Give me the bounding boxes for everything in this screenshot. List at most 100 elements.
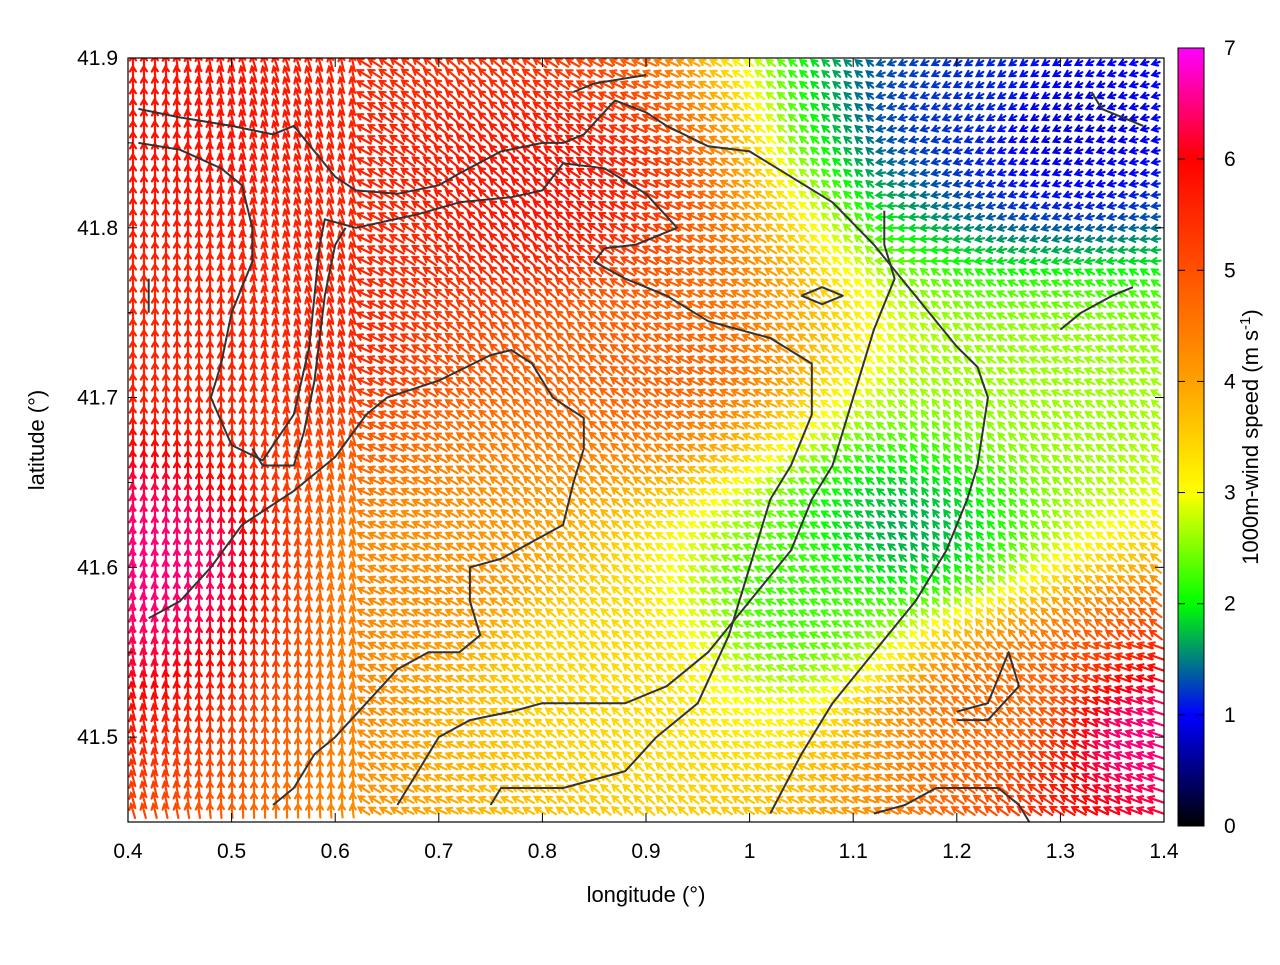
wind-vector (875, 333, 887, 343)
wind-vector (842, 499, 853, 507)
wind-vector (433, 630, 448, 639)
wind-vector (1007, 617, 1019, 630)
wind-vector (477, 553, 492, 563)
wind-vector (1072, 574, 1085, 585)
wind-vector (1116, 367, 1129, 375)
wind-vector (282, 207, 291, 226)
wind-vector (326, 571, 335, 588)
wind-vector (975, 497, 984, 508)
wind-vector (707, 278, 724, 287)
wind-vector (388, 399, 405, 409)
wind-vector (674, 377, 691, 386)
wind-vector (433, 332, 449, 343)
wind-vector (685, 256, 702, 265)
wind-vector (1051, 443, 1063, 453)
wind-vector (411, 233, 427, 245)
wind-vector (511, 497, 525, 508)
wind-vector (411, 90, 426, 102)
wind-vector (433, 244, 449, 256)
wind-vector (388, 355, 405, 365)
wind-vector (663, 157, 680, 166)
wind-vector (864, 454, 875, 463)
wind-vector (544, 321, 558, 333)
wind-vector (842, 179, 853, 189)
wind-vector (609, 409, 624, 420)
wind-vector (621, 575, 634, 585)
wind-vector (641, 289, 658, 299)
wind-vector (477, 454, 492, 464)
wind-vector (410, 278, 427, 288)
wind-vector (532, 288, 547, 300)
wind-vector (510, 155, 525, 168)
wind-vector (455, 232, 470, 245)
wind-vector (478, 58, 492, 69)
wind-vector (564, 69, 581, 79)
wind-vector (864, 410, 876, 420)
wind-vector (908, 388, 919, 398)
wind-vector (975, 617, 985, 630)
wind-vector (489, 520, 503, 530)
wind-vector (293, 152, 302, 171)
wind-vector (388, 443, 405, 452)
wind-vector (897, 487, 908, 496)
wind-vector (1117, 432, 1129, 442)
wind-vector (422, 421, 438, 431)
wind-vector (1139, 102, 1150, 111)
wind-vector (775, 245, 789, 255)
wind-vector (708, 245, 724, 254)
wind-vector (1128, 157, 1139, 166)
wind-vector (985, 69, 996, 78)
wind-vector (510, 90, 525, 102)
wind-vector (1127, 509, 1140, 519)
wind-vector (786, 565, 799, 573)
wind-vector (953, 453, 963, 464)
wind-vector (1072, 234, 1085, 243)
wind-vector (674, 146, 691, 155)
wind-vector (1128, 135, 1139, 144)
wind-vector (598, 289, 613, 299)
wind-vector (433, 155, 448, 168)
wind-vector (433, 597, 448, 606)
wind-vector (1084, 212, 1095, 221)
wind-vector (820, 499, 832, 507)
wind-vector (1062, 212, 1073, 221)
wind-vector (630, 245, 647, 255)
wind-vector (630, 168, 647, 178)
wind-vector (433, 432, 448, 442)
wind-vector (422, 123, 437, 135)
wind-vector (774, 399, 789, 408)
wind-vector (348, 328, 357, 347)
wind-vector (719, 201, 734, 210)
wind-vector (873, 256, 888, 266)
wind-vector (1061, 256, 1074, 265)
wind-vector (510, 210, 525, 223)
wind-vector (1105, 279, 1118, 287)
wind-vector (663, 91, 680, 100)
wind-vector (400, 487, 415, 496)
wind-vector (434, 58, 448, 69)
wind-vector (764, 113, 777, 123)
wind-vector (785, 322, 800, 332)
wind-vector (249, 207, 258, 226)
wind-vector (1083, 290, 1096, 298)
wind-vector (609, 333, 624, 343)
wind-vector (962, 234, 975, 243)
wind-vector (707, 344, 724, 353)
wind-vector (1106, 498, 1118, 508)
wind-vector (489, 464, 503, 475)
wind-vector (797, 399, 810, 408)
wind-vector (544, 475, 557, 487)
wind-vector (422, 531, 437, 540)
wind-vector (422, 454, 437, 464)
wind-vector (809, 58, 820, 68)
wind-vector (631, 311, 647, 321)
wind-vector (931, 607, 941, 619)
wind-vector (964, 508, 973, 519)
wind-vector (842, 168, 853, 178)
wind-vector (630, 113, 647, 122)
wind-vector (752, 311, 767, 321)
wind-vector (809, 488, 821, 496)
wind-vector (326, 417, 335, 434)
wind-vector (489, 509, 503, 519)
wind-vector (951, 245, 964, 254)
